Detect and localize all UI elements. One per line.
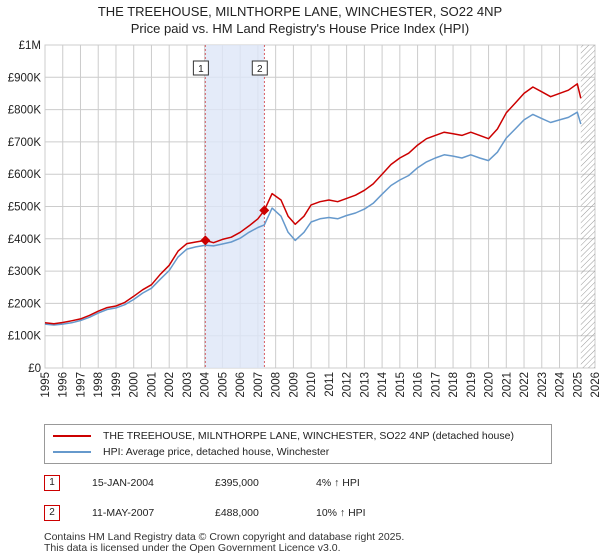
x-tick-label: 2021 [501, 372, 513, 398]
x-tick-label: 2022 [519, 372, 531, 398]
sale-price: £488,000 [215, 507, 259, 519]
x-tick-label: 2017 [430, 372, 442, 398]
legend-label-hpi: HPI: Average price, detached house, Winc… [103, 446, 330, 458]
y-tick-label: £800K [8, 105, 42, 117]
x-tick-label: 2007 [253, 372, 265, 398]
x-tick-label: 2002 [164, 372, 176, 398]
sale-date: 15-JAN-2004 [92, 477, 154, 489]
x-tick-label: 2012 [342, 372, 354, 398]
sale-price: £395,000 [215, 477, 259, 489]
y-tick-label: £200K [8, 298, 42, 310]
y-tick-label: £900K [8, 72, 42, 84]
x-tick-label: 2000 [129, 372, 141, 398]
x-tick-label: 2025 [572, 372, 584, 398]
x-tick-label: 2006 [235, 372, 247, 398]
x-tick-label: 2013 [359, 372, 371, 398]
x-tick-label: 2001 [146, 372, 158, 398]
y-tick-label: £600K [8, 169, 42, 181]
legend-item-hpi: HPI: Average price, detached house, Winc… [53, 444, 329, 460]
x-tick-label: 2020 [484, 372, 496, 398]
x-tick-label: 2011 [324, 372, 336, 397]
x-tick-label: 2024 [555, 371, 567, 397]
sale-period-shade [205, 45, 265, 368]
x-tick-label: 2010 [306, 372, 318, 398]
x-tick-label: 2005 [217, 372, 229, 398]
sale-marker-label: 1 [198, 64, 204, 75]
y-tick-label: £300K [8, 266, 42, 278]
x-tick-label: 2008 [271, 372, 283, 398]
x-tick-label: 2026 [590, 372, 600, 398]
x-tick-label: 2023 [537, 372, 549, 398]
x-tick-label: 1999 [111, 372, 123, 398]
footer-licence: This data is licensed under the Open Gov… [44, 542, 341, 554]
legend-swatch-property [53, 435, 91, 437]
x-tick-label: 1998 [93, 372, 105, 398]
legend-label-property: THE TREEHOUSE, MILNTHORPE LANE, WINCHEST… [103, 430, 514, 442]
sale-date: 11-MAY-2007 [92, 507, 155, 519]
sale-point-marker [200, 235, 211, 246]
chart-subtitle: Price paid vs. HM Land Registry's House … [130, 21, 470, 36]
sale-hpi-change: 10% ↑ HPI [316, 507, 366, 519]
chart-title: THE TREEHOUSE, MILNTHORPE LANE, WINCHEST… [97, 4, 503, 19]
x-tick-label: 2015 [395, 372, 407, 398]
x-tick-label: 2014 [377, 371, 389, 397]
sale-marker-box [251, 60, 268, 76]
sale-hpi-change: 4% ↑ HPI [316, 477, 360, 489]
x-tick-label: 2004 [200, 371, 212, 397]
y-tick-label: £500K [8, 202, 42, 214]
x-tick-label: 2018 [448, 372, 460, 398]
sale-marker-label: 2 [257, 64, 263, 75]
sale-point-marker [259, 205, 270, 216]
y-tick-label: £1M [19, 40, 41, 52]
y-tick-label: £700K [8, 137, 42, 149]
property-series-line [44, 83, 582, 325]
sale-marker-box [192, 60, 209, 76]
price-chart: £0 £100K £200K £300K £400K £500K £600K £700K £80… [8, 40, 600, 398]
x-tick-label: 2009 [288, 372, 300, 398]
x-tick-label: 1997 [75, 372, 87, 398]
y-tick-label: £400K [8, 234, 42, 246]
x-tick-label: 1995 [40, 372, 52, 398]
legend: THE TREEHOUSE, MILNTHORPE LANE, WINCHEST… [44, 424, 552, 464]
x-tick-label: 2019 [466, 372, 478, 398]
y-tick-label: £100K [8, 331, 42, 343]
x-tick-label: 1996 [58, 372, 70, 398]
y-tick-label: £0 [28, 363, 41, 375]
legend-swatch-hpi [53, 451, 91, 453]
footer-copyright: Contains HM Land Registry data © Crown c… [44, 531, 405, 543]
future-hatch [580, 45, 595, 368]
sale-marker-badge: 1 [44, 475, 60, 491]
x-tick-label: 2016 [413, 372, 425, 398]
sale-marker-badge: 2 [44, 505, 60, 521]
x-tick-label: 2003 [182, 372, 194, 398]
hpi-series-line [44, 111, 582, 326]
legend-item-property: THE TREEHOUSE, MILNTHORPE LANE, WINCHEST… [53, 428, 514, 444]
